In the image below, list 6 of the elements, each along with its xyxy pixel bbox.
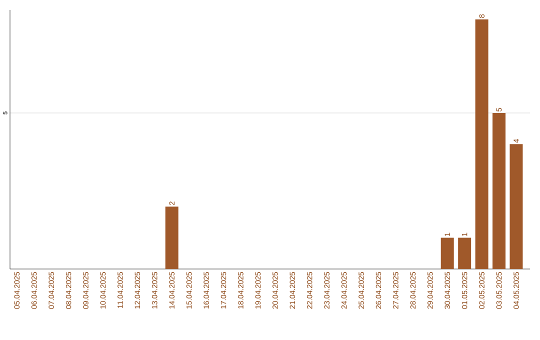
bar [165,206,178,269]
bar [458,238,472,269]
bar [440,238,454,269]
bar [510,144,523,269]
bar [475,19,488,269]
bar [492,112,506,269]
